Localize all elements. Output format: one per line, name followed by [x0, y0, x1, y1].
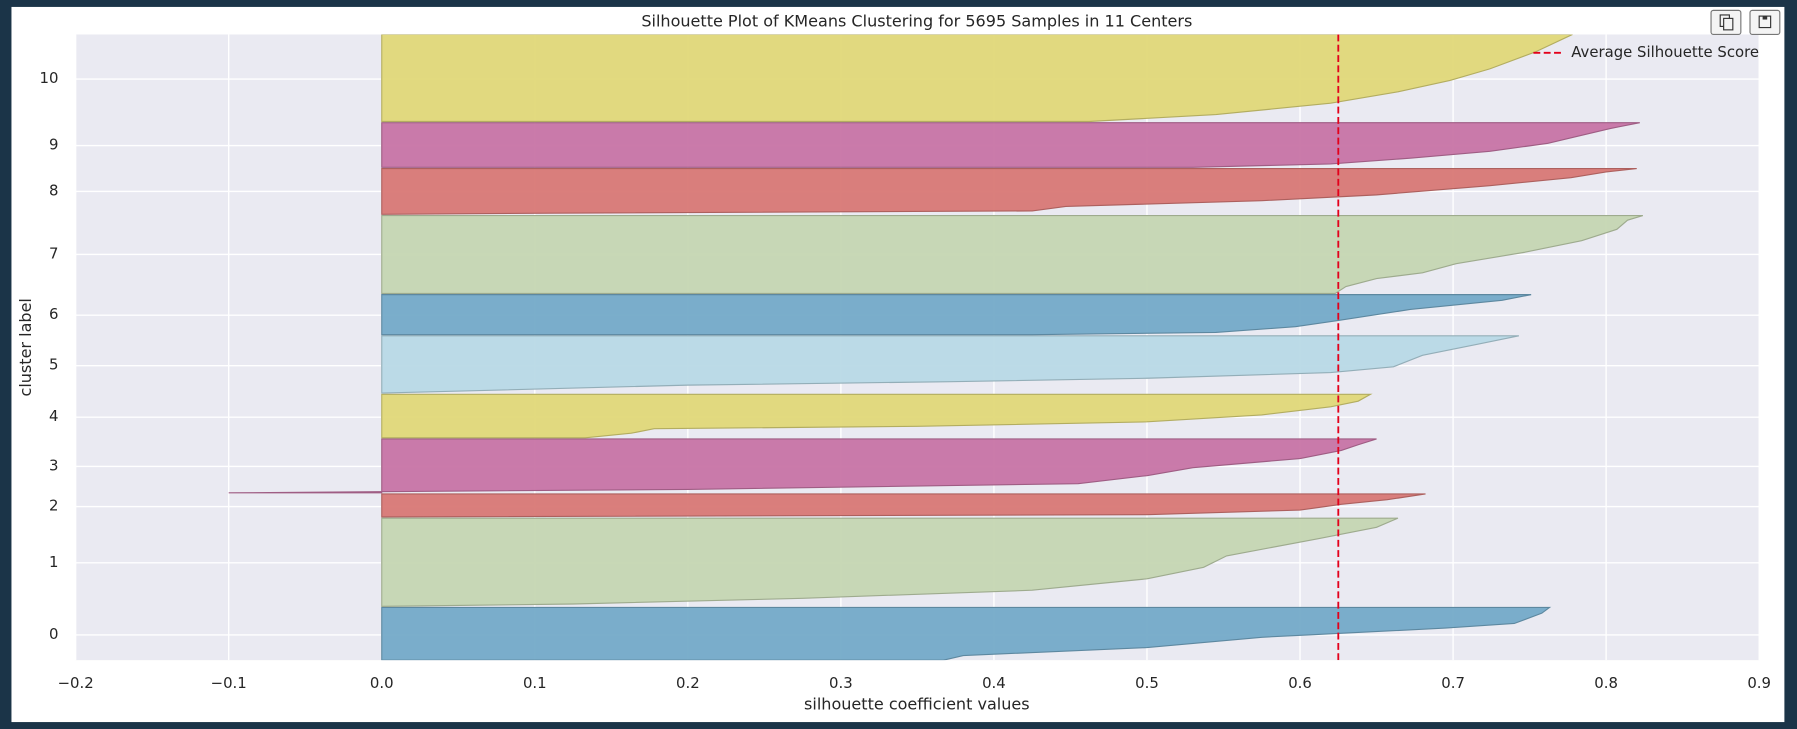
toolbar — [1710, 9, 1781, 36]
y-tick-label: 0 — [49, 625, 58, 643]
silhouette-cluster — [381, 335, 1520, 394]
labels: −0.2 −0.1 0.0 0.1 0.2 0.3 0.4 0.5 0.6 0.7 0.8 0.9 0 1… — [40, 43, 1771, 692]
y-tick-label: 1 — [49, 553, 58, 571]
y-tick-label: 5 — [49, 356, 58, 374]
x-tick-label: −0.2 — [58, 674, 94, 692]
silhouette-cluster — [381, 393, 1373, 439]
y-tick-label: 8 — [49, 181, 58, 199]
y-tick-label: 2 — [49, 497, 58, 515]
silhouette-cluster — [381, 214, 1644, 295]
silhouette-cluster — [381, 493, 1426, 518]
silhouette-cluster — [381, 606, 1552, 661]
y-axis-label: cluster label — [16, 298, 35, 396]
copy-button[interactable] — [1710, 9, 1742, 36]
chart-title: Silhouette Plot of KMeans Clustering for… — [641, 11, 1192, 30]
silhouette-cluster — [381, 167, 1637, 215]
x-tick-label: 0.3 — [829, 674, 853, 692]
x-tick-label: 0.0 — [370, 674, 394, 692]
y-tick-label: 9 — [49, 136, 58, 154]
y-tick-label: 3 — [49, 456, 58, 474]
x-tick-label: 0.6 — [1288, 674, 1312, 692]
save-button[interactable] — [1749, 9, 1781, 36]
x-tick-label: 0.5 — [1135, 674, 1159, 692]
silhouette-cluster — [381, 517, 1399, 607]
silhouette-cluster — [381, 294, 1532, 336]
silhouettes — [228, 34, 1644, 661]
x-axis-label: silhouette coefficient values — [804, 694, 1030, 713]
y-tick-label: 6 — [49, 305, 58, 323]
x-tick-label: 0.7 — [1441, 674, 1465, 692]
x-tick-label: −0.1 — [211, 674, 247, 692]
legend-label: Average Silhouette Score — [1571, 43, 1759, 61]
x-tick-label: 0.9 — [1747, 674, 1771, 692]
x-tick-label: 0.8 — [1594, 674, 1618, 692]
x-tick-label: 0.2 — [676, 674, 700, 692]
silhouette-cluster — [228, 438, 1377, 494]
y-tick-label: 4 — [49, 407, 58, 425]
x-tick-label: 0.4 — [982, 674, 1006, 692]
silhouette-cluster — [381, 34, 1573, 123]
silhouette-cluster — [381, 122, 1640, 168]
y-tick-label: 10 — [40, 69, 59, 87]
y-tick-label: 7 — [49, 244, 58, 262]
x-tick-label: 0.1 — [523, 674, 547, 692]
